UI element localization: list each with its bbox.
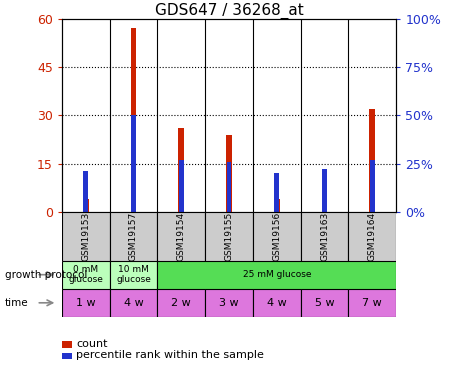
Bar xyxy=(83,199,88,212)
Bar xyxy=(253,212,300,261)
Bar xyxy=(274,173,279,212)
Text: count: count xyxy=(76,339,108,349)
Bar xyxy=(322,196,327,212)
Bar xyxy=(62,289,109,317)
Text: 3 w: 3 w xyxy=(219,298,239,308)
Bar xyxy=(205,289,253,317)
Bar xyxy=(349,212,396,261)
Text: 5 w: 5 w xyxy=(315,298,334,308)
Bar xyxy=(253,289,300,317)
Text: growth protocol: growth protocol xyxy=(5,270,87,280)
Text: 7 w: 7 w xyxy=(362,298,382,308)
Bar xyxy=(300,289,349,317)
Text: percentile rank within the sample: percentile rank within the sample xyxy=(76,351,264,360)
Text: GSM19154: GSM19154 xyxy=(177,211,186,261)
Text: GSM19164: GSM19164 xyxy=(368,211,377,261)
Text: GSM19156: GSM19156 xyxy=(272,211,281,261)
Text: 4 w: 4 w xyxy=(267,298,287,308)
Text: GSM19163: GSM19163 xyxy=(320,211,329,261)
Bar xyxy=(131,28,136,212)
Text: 1 w: 1 w xyxy=(76,298,96,308)
Bar xyxy=(322,170,327,212)
Text: time: time xyxy=(5,298,28,308)
Bar xyxy=(83,171,88,212)
Bar xyxy=(158,289,205,317)
Bar xyxy=(109,261,158,289)
Text: GSM19155: GSM19155 xyxy=(224,211,234,261)
Bar xyxy=(179,160,184,212)
Bar xyxy=(158,261,396,289)
Bar xyxy=(227,162,231,212)
Text: 2 w: 2 w xyxy=(171,298,191,308)
Text: GSM19157: GSM19157 xyxy=(129,211,138,261)
Bar xyxy=(62,341,72,348)
Bar xyxy=(178,128,184,212)
Title: GDS647 / 36268_at: GDS647 / 36268_at xyxy=(155,3,303,19)
Bar xyxy=(226,135,232,212)
Bar xyxy=(370,109,375,212)
Bar xyxy=(205,212,253,261)
Bar xyxy=(131,116,136,212)
Bar xyxy=(62,352,72,359)
Bar xyxy=(300,212,349,261)
Bar xyxy=(109,289,158,317)
Text: 10 mM
glucose: 10 mM glucose xyxy=(116,265,151,284)
Bar xyxy=(62,212,109,261)
Bar xyxy=(349,289,396,317)
Text: 0 mM
glucose: 0 mM glucose xyxy=(68,265,103,284)
Text: GSM19153: GSM19153 xyxy=(81,211,90,261)
Text: 25 mM glucose: 25 mM glucose xyxy=(243,270,311,279)
Bar xyxy=(109,212,158,261)
Bar xyxy=(274,199,280,212)
Bar xyxy=(370,160,375,212)
Bar xyxy=(158,212,205,261)
Bar xyxy=(62,261,109,289)
Text: 4 w: 4 w xyxy=(124,298,143,308)
